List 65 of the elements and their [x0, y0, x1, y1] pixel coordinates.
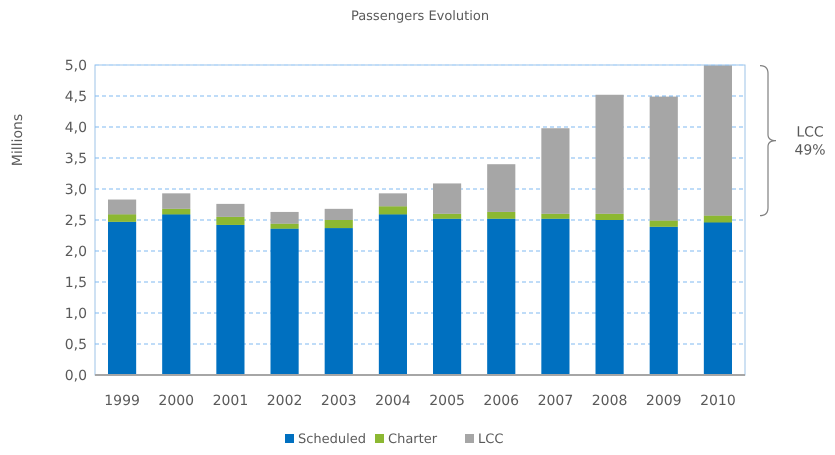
- bar: [108, 200, 136, 214]
- y-tick-label: 2,5: [64, 212, 87, 229]
- x-tick-label: 2004: [375, 393, 411, 409]
- y-tick-label: 3,0: [64, 182, 87, 198]
- bar: [324, 228, 353, 375]
- bar: [433, 214, 462, 219]
- bar: [541, 214, 570, 219]
- bar: [704, 66, 732, 216]
- x-tick-label: 2001: [212, 393, 248, 409]
- bar: [378, 193, 407, 206]
- x-tick-label: 1999: [104, 393, 140, 409]
- x-tick-label: 2003: [320, 393, 357, 409]
- bar: [541, 128, 570, 214]
- x-tick-label: 2006: [483, 393, 520, 409]
- bar: [541, 218, 570, 375]
- text: LCC 49%: [794, 124, 826, 159]
- x-tick-label: 2007: [538, 393, 574, 409]
- y-tick-label: 4,5: [64, 88, 87, 105]
- bar: [487, 164, 516, 212]
- bar: [433, 218, 462, 375]
- bar: [270, 224, 299, 229]
- bar: [596, 214, 624, 220]
- bar: [216, 224, 244, 375]
- bar: [324, 220, 353, 228]
- legend-label: LCC: [478, 432, 504, 447]
- x-tick-label: 2010: [700, 393, 736, 409]
- bar: [162, 193, 190, 209]
- y-tick-label: 4,0: [64, 120, 87, 136]
- x-tick-label: 2000: [158, 393, 194, 409]
- y-tick-label: 0,5: [64, 336, 87, 353]
- legend-label: Scheduled: [298, 432, 366, 447]
- bar: [108, 222, 136, 375]
- y-tick-label: 1,5: [64, 274, 87, 291]
- bar: [650, 220, 678, 227]
- bar: [108, 214, 136, 222]
- y-tick-label: 2,0: [64, 244, 87, 260]
- bar: [270, 212, 299, 224]
- y-tick-label: 0,0: [64, 368, 87, 384]
- x-tick-label: 2002: [266, 393, 302, 409]
- x-tick-label: 2005: [429, 393, 465, 409]
- bar: [216, 204, 244, 217]
- bar: [596, 94, 624, 214]
- x-tick-label: 2008: [592, 393, 628, 409]
- bar: [162, 208, 190, 214]
- bar: [162, 214, 190, 375]
- bar: [487, 218, 516, 375]
- bar: [216, 216, 244, 225]
- bar: [650, 96, 678, 221]
- bar: [378, 214, 407, 375]
- y-axis-title: Millions: [10, 114, 26, 166]
- bar: [704, 216, 732, 222]
- bar: [433, 183, 462, 214]
- bar: [596, 220, 624, 375]
- y-tick-label: 3,5: [64, 150, 87, 167]
- y-tick-label: 5,0: [64, 58, 87, 74]
- bar: [487, 212, 516, 219]
- bar: [270, 228, 299, 375]
- legend-label: Charter: [388, 432, 438, 447]
- bar: [378, 206, 407, 214]
- x-tick-label: 2009: [646, 393, 682, 409]
- chart-title: Passengers Evolution: [350, 9, 490, 24]
- bar: [704, 222, 732, 375]
- bar: [324, 208, 353, 220]
- bar: [650, 226, 678, 375]
- y-tick-label: 1,0: [64, 306, 87, 322]
